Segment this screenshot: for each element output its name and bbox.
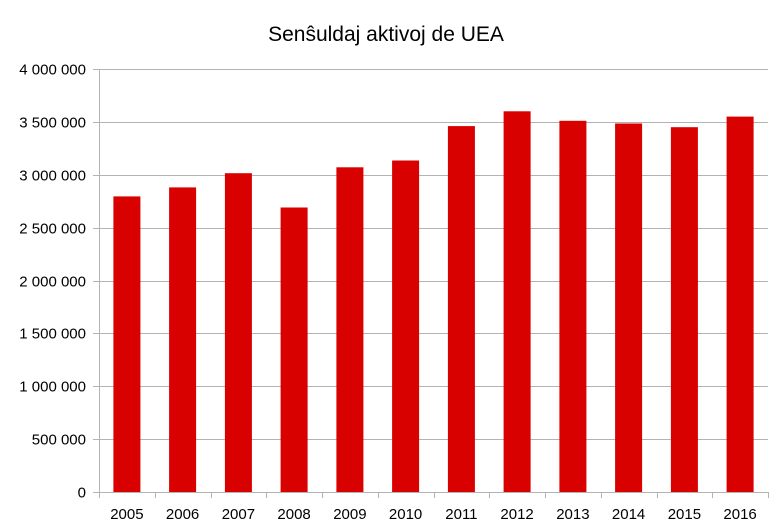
y-axis-tick-labels: 0 500 000 1 000 000 1 500 000 2 000 000 2 500… bbox=[19, 62, 86, 502]
x-tick-label: 2010 bbox=[389, 506, 422, 523]
y-tick-label: 2 500 000 bbox=[19, 221, 86, 238]
bar-2005 bbox=[113, 196, 141, 492]
x-tick-label: 2006 bbox=[166, 506, 199, 523]
x-tick-label: 2015 bbox=[668, 506, 701, 523]
bar-2016 bbox=[726, 116, 754, 492]
bar-2006 bbox=[169, 187, 197, 492]
x-tick-label: 2011 bbox=[445, 506, 477, 523]
y-tick-label: 4 000 000 bbox=[19, 62, 86, 79]
y-tick-label: 2 000 000 bbox=[19, 274, 86, 291]
x-tick-label: 2016 bbox=[723, 506, 756, 523]
x-tick-label: 2007 bbox=[222, 506, 255, 523]
gridlines bbox=[93, 69, 768, 493]
bar-2012 bbox=[503, 111, 531, 493]
x-tick-label: 2005 bbox=[110, 506, 143, 523]
y-tick-label: 3 000 000 bbox=[19, 168, 86, 185]
y-tick-label: 1 500 000 bbox=[19, 326, 86, 343]
y-tick-label: 1 000 000 bbox=[19, 379, 86, 396]
bar-2014 bbox=[615, 123, 643, 492]
chart-title: Senŝuldaj aktivoj de UEA bbox=[268, 23, 504, 46]
bar-2007 bbox=[224, 173, 252, 492]
bars bbox=[113, 111, 754, 493]
x-tick-label: 2014 bbox=[612, 506, 645, 523]
bar-2010 bbox=[392, 160, 420, 492]
bar-2011 bbox=[447, 126, 475, 492]
y-tick-label: 500 000 bbox=[32, 432, 86, 449]
bar-2008 bbox=[280, 207, 308, 492]
bar-2015 bbox=[670, 127, 698, 492]
axes bbox=[93, 69, 769, 498]
y-tick-label: 0 bbox=[78, 485, 86, 502]
y-tick-label: 3 500 000 bbox=[19, 115, 86, 132]
x-axis-tick-labels: 2005 2006 2007 2008 2009 2010 2011 2012 2013 2014… bbox=[110, 506, 757, 523]
bar-2009 bbox=[336, 167, 364, 493]
x-tick-label: 2008 bbox=[277, 506, 310, 523]
x-tick-label: 2012 bbox=[500, 506, 533, 523]
x-tick-label: 2013 bbox=[556, 506, 589, 523]
bar-2013 bbox=[559, 120, 587, 493]
x-tick-label: 2009 bbox=[333, 506, 366, 523]
